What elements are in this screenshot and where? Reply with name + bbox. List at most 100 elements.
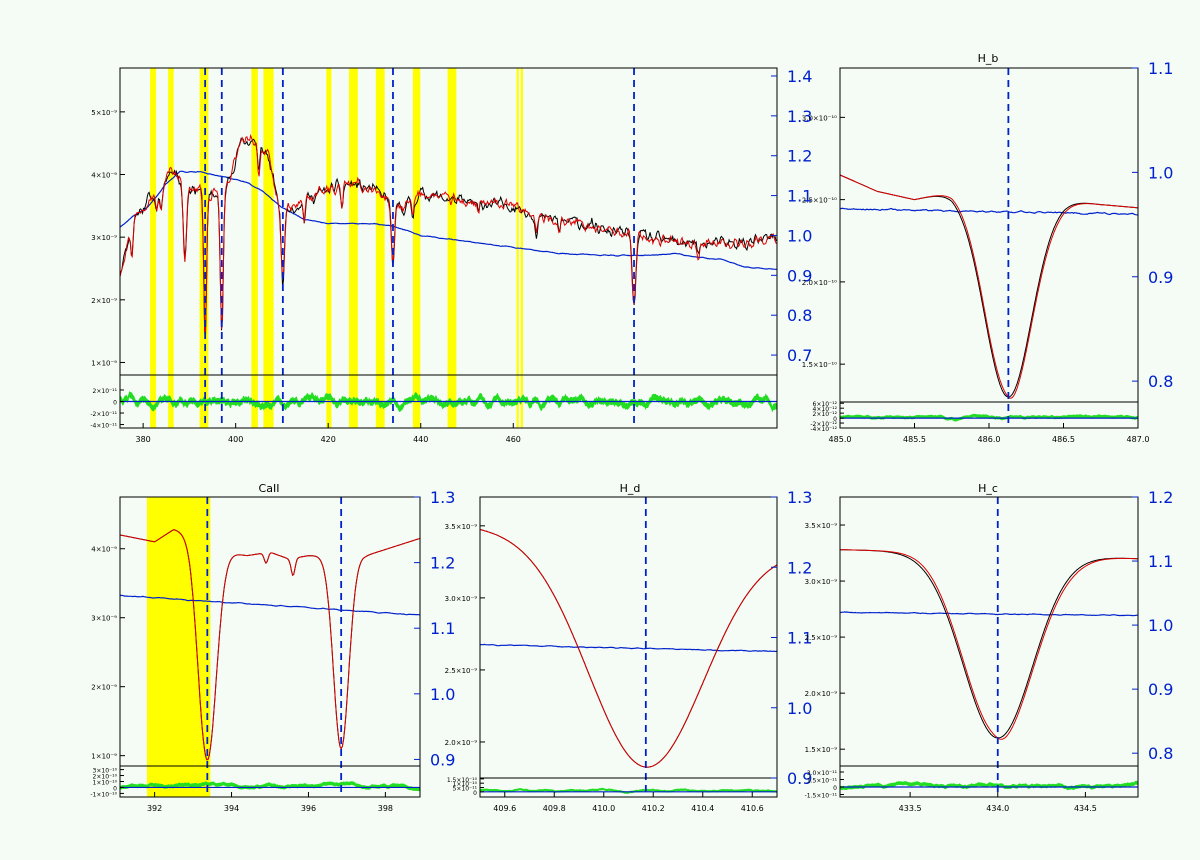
panel-hgamma: H_c 433.5 434.0 434.5 1.5×10⁻⁹ 2.0×10⁻⁹ 2.5×1… xyxy=(805,482,1174,813)
continuum-line xyxy=(119,594,421,616)
continuum-line xyxy=(839,611,1139,617)
panel-title: CaII xyxy=(259,482,280,495)
y-tick-label: 5×10⁻⁹ xyxy=(91,109,117,117)
continuum-line xyxy=(480,643,778,653)
residual-band xyxy=(120,781,420,792)
y-tick-label: 2.5×10⁻¹⁰ xyxy=(802,197,837,205)
y2-tick-label: 1.0 xyxy=(787,699,812,718)
residual-tick-label: 0 xyxy=(473,790,477,797)
residual-tick-label: -2×10⁻¹¹ xyxy=(90,411,117,418)
y2-tick-label: 1.0 xyxy=(1148,616,1173,635)
highlight-band xyxy=(199,68,209,428)
y-tick-label: 3×10⁻⁹ xyxy=(91,615,117,623)
y-tick-label: 2×10⁻⁹ xyxy=(91,684,117,692)
panel-hdelta: H_d 409.6 409.8 410.0 410.2 410.4 410.6 2.0×10… xyxy=(445,482,813,813)
observed-spectrum-line xyxy=(840,549,1138,739)
y2-tick-label: 1.0 xyxy=(787,226,812,245)
x-tick-label: 396 xyxy=(301,804,316,813)
plot-frame xyxy=(479,496,778,779)
residual-tick-label: 2×10⁻¹⁰ xyxy=(93,774,118,781)
y2-tick-label: 0.9 xyxy=(1148,680,1173,699)
residual-tick-label: -2×10⁻¹² xyxy=(810,421,837,428)
x-tick-label: 410.0 xyxy=(592,804,615,813)
x-tick-label: 487.0 xyxy=(1127,435,1150,444)
continuum-line xyxy=(839,207,1139,216)
x-tick-label: 410.2 xyxy=(642,804,665,813)
y2-tick-label: 1.2 xyxy=(787,558,812,577)
y-tick-label: 3.5×10⁻⁹ xyxy=(445,523,478,531)
model-spectrum-line xyxy=(840,549,1138,740)
plot-frame xyxy=(839,496,1139,767)
x-tick-label: 409.6 xyxy=(493,804,516,813)
highlight-band xyxy=(447,68,457,428)
highlight-band xyxy=(146,497,211,797)
x-tick-label: 434.0 xyxy=(986,804,1009,813)
model-spectrum-line xyxy=(119,133,777,335)
panel-title: H_b xyxy=(978,52,999,65)
y-tick-label: 3.0×10⁻¹⁰ xyxy=(802,114,837,122)
highlight-band xyxy=(168,68,174,428)
y2-tick-label: 0.9 xyxy=(787,266,812,285)
observed-spectrum-line xyxy=(839,174,1139,398)
x-tick-label: 486.0 xyxy=(978,435,1001,444)
y-tick-label: 3.5×10⁻⁹ xyxy=(805,522,838,530)
y2-tick-label: 1.2 xyxy=(1148,488,1173,507)
residual-tick-label: 1×10⁻¹⁰ xyxy=(93,780,118,787)
x-tick-label: 460 xyxy=(506,435,521,444)
y2-tick-label: 1.0 xyxy=(430,685,455,704)
x-tick-label: 409.8 xyxy=(543,804,566,813)
y2-tick-label: 0.8 xyxy=(787,306,812,325)
residual-tick-label: 1×10⁻¹⁰ xyxy=(453,781,478,788)
y2-tick-label: 1.1 xyxy=(1148,552,1173,571)
residual-tick-label: 2×10⁻¹¹ xyxy=(93,388,118,395)
y-tick-label: 3.0×10⁻⁹ xyxy=(805,578,838,586)
y-tick-label: 3×10⁻⁹ xyxy=(91,234,117,242)
highlight-band xyxy=(349,68,358,428)
residual-tick-label: -4×10⁻¹¹ xyxy=(90,423,117,430)
residual-tick-label: 0 xyxy=(833,416,837,423)
panel-title: H_c xyxy=(978,482,998,495)
y-tick-label: 1.5×10⁻¹⁰ xyxy=(802,361,837,369)
residual-tick-label: -1×10⁻¹⁰ xyxy=(90,791,117,798)
y2-tick-label: 0.8 xyxy=(1148,744,1173,763)
y-tick-label: 1×10⁻⁹ xyxy=(91,359,117,367)
x-tick-label: 410.4 xyxy=(691,804,714,813)
residual-band xyxy=(480,787,777,794)
y2-tick-label: 1.2 xyxy=(787,147,812,166)
x-tick-label: 380 xyxy=(135,435,150,444)
x-tick-label: 394 xyxy=(224,804,239,813)
y2-tick-label: 0.8 xyxy=(1148,372,1173,391)
x-tick-label: 485.0 xyxy=(829,435,852,444)
y2-tick-label: 1.1 xyxy=(430,619,455,638)
panel-caii: CaII 392 394 396 398 1×10⁻⁹ 2×10⁻⁹ 3×10⁻⁹ 4×10⁻… xyxy=(90,482,455,813)
highlight-band xyxy=(412,68,421,428)
y-tick-label: 1.5×10⁻⁹ xyxy=(805,746,838,754)
y-tick-label: 4×10⁻⁹ xyxy=(91,172,117,180)
y-tick-label: 1×10⁻⁹ xyxy=(91,753,117,761)
model-spectrum-line xyxy=(119,529,421,761)
y-tick-label: 2×10⁻⁹ xyxy=(91,297,117,305)
model-spectrum-line xyxy=(839,174,1139,399)
highlight-band xyxy=(150,68,157,428)
residual-tick-label: 1.5×10⁻¹¹ xyxy=(807,778,838,785)
y2-tick-label: 1.2 xyxy=(430,554,455,573)
continuum-line xyxy=(119,170,777,270)
y2-tick-label: 1.3 xyxy=(787,107,812,126)
panel-title: H_d xyxy=(620,482,641,495)
y2-tick-label: 1.3 xyxy=(787,488,812,507)
residual-tick-label: 4×10⁻¹² xyxy=(813,406,838,413)
y-tick-label: 2.0×10⁻⁹ xyxy=(445,739,478,747)
y-tick-label: 2.0×10⁻¹⁰ xyxy=(802,279,837,287)
highlight-band xyxy=(263,68,274,428)
plot-frame xyxy=(839,67,1139,403)
y-tick-label: 4×10⁻⁹ xyxy=(91,546,117,554)
x-tick-label: 433.5 xyxy=(899,804,922,813)
model-spectrum-line xyxy=(479,529,778,768)
residual-tick-label: 2×10⁻¹² xyxy=(813,411,838,418)
x-tick-label: 486.5 xyxy=(1052,435,1075,444)
y-tick-label: 3.0×10⁻⁹ xyxy=(445,595,478,603)
residual-tick-label: 6×10⁻¹² xyxy=(813,401,838,408)
highlight-band xyxy=(326,68,332,428)
x-tick-label: 440 xyxy=(413,435,428,444)
